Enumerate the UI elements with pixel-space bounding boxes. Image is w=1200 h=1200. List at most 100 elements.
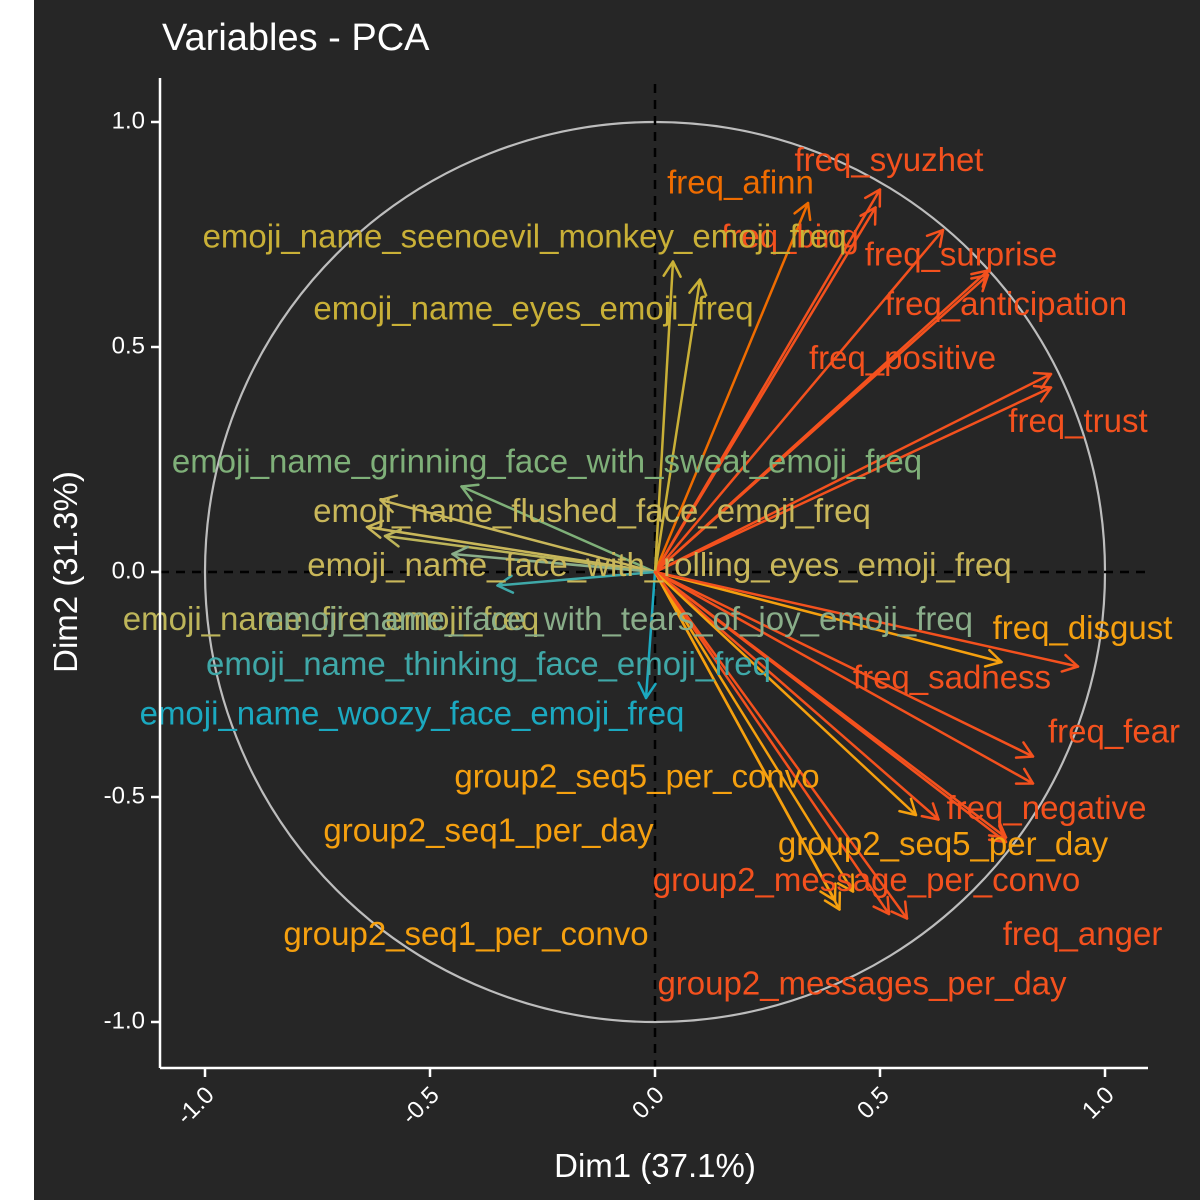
y-tick-label: -0.5 (104, 782, 145, 809)
variable-arrow (653, 273, 990, 574)
variable-arrow (653, 201, 812, 574)
variable-arrow (653, 570, 1008, 839)
y-tick-label: -1.0 (104, 1007, 145, 1034)
reference-lines (160, 84, 1148, 1068)
variable-label: emoji_name_face_with_tears_of_joy_emoji_… (265, 600, 973, 637)
arrow-shaft (653, 278, 702, 574)
arrow-shaft (653, 570, 1080, 668)
variable-arrow (496, 570, 657, 594)
arrow-shaft (653, 206, 877, 574)
variable-label: group2_seq1_per_convo (283, 915, 648, 952)
arrow-head (983, 648, 1003, 668)
variable-label: emoji_name_face_with_rolling_eyes_emoji_… (307, 546, 1011, 583)
arrow-head (920, 802, 940, 821)
arrow-shaft (653, 386, 1053, 574)
arrow-shaft (644, 570, 657, 700)
variable-arrow (653, 384, 1053, 574)
variable-arrow (460, 483, 657, 574)
variable-arrow (383, 528, 657, 574)
variable-label: emoji_name_grinning_face_with_sweat_emoj… (172, 443, 922, 480)
variable-arrow (451, 545, 657, 574)
arrow-head (1032, 384, 1053, 403)
arrow-shaft (653, 570, 855, 893)
variable-label: freq_surprise (865, 236, 1058, 273)
arrow-shaft (653, 228, 945, 574)
arrow-head (662, 260, 682, 278)
arrow-head (925, 228, 945, 248)
variable-arrow (653, 228, 945, 574)
variable-arrow (653, 260, 682, 574)
arrow-shaft (653, 570, 1035, 758)
arrow-shaft (653, 570, 891, 916)
arrow-head (1032, 371, 1053, 390)
variable-arrow (653, 570, 940, 821)
arrow-shaft (653, 201, 810, 574)
arrow-head (987, 820, 1008, 839)
variable-label: freq_bing (721, 218, 859, 255)
arrow-shaft (653, 570, 1008, 839)
variable-label: freq_fear (1048, 713, 1180, 750)
arrow-head (688, 278, 708, 297)
arrow-shaft (653, 570, 909, 920)
arrow-head (793, 201, 812, 222)
y-tick-label: 1.0 (112, 107, 145, 134)
arrow-head (970, 273, 990, 293)
arrow-shaft (383, 534, 657, 574)
variable-arrow (637, 570, 657, 700)
arrow-head (859, 206, 877, 226)
arrow-shaft (653, 260, 675, 574)
variable-label: emoji_name_seenoevil_monkey_emoji_freq (203, 218, 847, 255)
variable-label: freq_syuzhet (795, 141, 984, 178)
variable-arrow (653, 570, 855, 893)
variable-label: emoji_name_thinking_face_emoji_freq (206, 645, 771, 682)
chart-title: Variables - PCA (162, 17, 430, 59)
variable-arrow (653, 570, 891, 916)
variable-label: freq_anger (1003, 915, 1163, 952)
variable-label: emoji_name_woozy_face_emoji_freq (140, 695, 685, 732)
arrow-shaft (451, 552, 657, 574)
y-axis-title: Dim2 (31.3%) (47, 471, 84, 673)
arrow-head (836, 873, 855, 893)
arrow-head (890, 900, 909, 920)
variable-label: group2_seq5_per_day (778, 825, 1109, 862)
arrow-head (898, 797, 918, 817)
arrow-head (987, 825, 1008, 844)
arrow-head (970, 269, 990, 288)
variable-label: emoji_name_flushed_face_emoji_freq (313, 492, 871, 529)
variable-label: freq_positive (809, 339, 996, 376)
arrow-shaft (379, 498, 657, 574)
arrow-shaft (653, 273, 990, 574)
arrow-head (365, 519, 385, 539)
y-tick-label: 0.5 (112, 332, 145, 359)
variable-label: group2_seq5_per_convo (454, 758, 819, 795)
variable-arrows (365, 188, 1080, 920)
variable-arrow (653, 570, 1080, 673)
variable-label: freq_disgust (993, 609, 1173, 646)
variable-arrow (653, 570, 1035, 759)
variable-label: freq_sadness (853, 659, 1051, 696)
variable-arrow (653, 570, 909, 920)
y-tick-label: 0.0 (112, 557, 145, 584)
arrow-head (379, 494, 399, 514)
arrow-head (1060, 653, 1080, 673)
arrow-head (637, 681, 657, 700)
variable-label: group2_seq1_per_day (323, 812, 654, 849)
arrow-shaft (653, 570, 1035, 785)
arrow-head (383, 528, 402, 548)
arrow-head (823, 891, 842, 911)
arrow-shaft (460, 485, 657, 574)
variable-label: freq_afinn (667, 164, 814, 201)
variable-arrow (653, 206, 877, 574)
variable-label: freq_anticipation (885, 285, 1127, 322)
variable-arrow (653, 570, 842, 911)
arrow-head (863, 188, 882, 208)
x-axis-title: Dim1 (37.1%) (554, 1147, 756, 1184)
arrow-shaft (653, 372, 1053, 574)
variable-label: group2_message_per_convo (653, 861, 1080, 898)
plot-background (34, 0, 1200, 1200)
variable-arrow (379, 494, 657, 574)
arrow-shaft (653, 570, 841, 911)
